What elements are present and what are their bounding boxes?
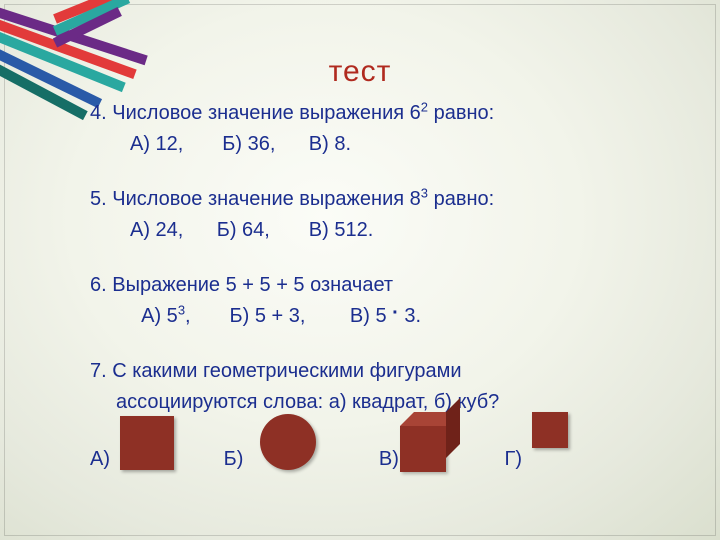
stripe: [53, 7, 122, 48]
question-5: 5. Числовое значение выражения 83 равно:: [90, 186, 680, 213]
q6-opt-b: Б) 5 + 3,: [230, 305, 306, 327]
q5-sup: 3: [421, 185, 428, 200]
q7-label-a: А): [90, 448, 110, 471]
q6-opt-a-sup: 3: [178, 302, 185, 317]
slide: тест 4. Числовое значение выражения 62 р…: [0, 0, 720, 540]
q6-options: А) 53, Б) 5 + 3, В) 5 · 3.: [130, 303, 680, 330]
q7-label-b: Б): [224, 448, 244, 471]
q5-prompt: 5. Числовое значение выражения 8: [90, 188, 421, 210]
q5-opt-b: Б) 64,: [217, 219, 270, 241]
question-7-line2: ассоциируются слова: а) квадрат, б) куб?: [116, 389, 680, 416]
q7-label-c: В): [379, 448, 399, 471]
q6-opt-c-pre: В) 5: [350, 305, 392, 327]
q5-options: А) 24, Б) 64, В) 512.: [130, 217, 680, 244]
q4-options: А) 12, Б) 36, В) 8.: [130, 131, 680, 158]
q6-opt-a-post: ,: [185, 305, 191, 327]
questions-block: 4. Числовое значение выражения 62 равно:…: [90, 100, 680, 420]
q4-prompt: 4. Числовое значение выражения 6: [90, 102, 421, 124]
question-4: 4. Числовое значение выражения 62 равно:: [90, 100, 680, 127]
stripe: [53, 0, 130, 36]
q5-opt-a: А) 24,: [130, 219, 183, 241]
question-7-line1: 7. С какими геометрическими фигурами: [90, 358, 680, 385]
q7-label-d: Г): [504, 448, 522, 471]
q6-prompt: 6. Выражение 5 + 5 + 5 означает: [90, 274, 393, 296]
question-6: 6. Выражение 5 + 5 + 5 означает: [90, 272, 680, 299]
shape-small-square: [532, 412, 568, 448]
mult-dot-icon: ·: [392, 302, 399, 324]
q4-opt-a: А) 12,: [130, 133, 183, 155]
stripe: [53, 0, 140, 24]
q4-sup: 2: [421, 99, 428, 114]
slide-title: тест: [0, 55, 720, 89]
q6-opt-c-post: 3.: [399, 305, 421, 327]
q5-tail: равно:: [428, 188, 494, 210]
q6-opt-a-pre: А) 5: [141, 305, 178, 327]
q5-opt-c: В) 512.: [309, 219, 373, 241]
q4-opt-b: Б) 36,: [222, 133, 275, 155]
q4-opt-c: В) 8.: [309, 133, 351, 155]
q4-tail: равно:: [428, 102, 494, 124]
q7-labels-row: А) Б) В) Г): [90, 448, 680, 471]
